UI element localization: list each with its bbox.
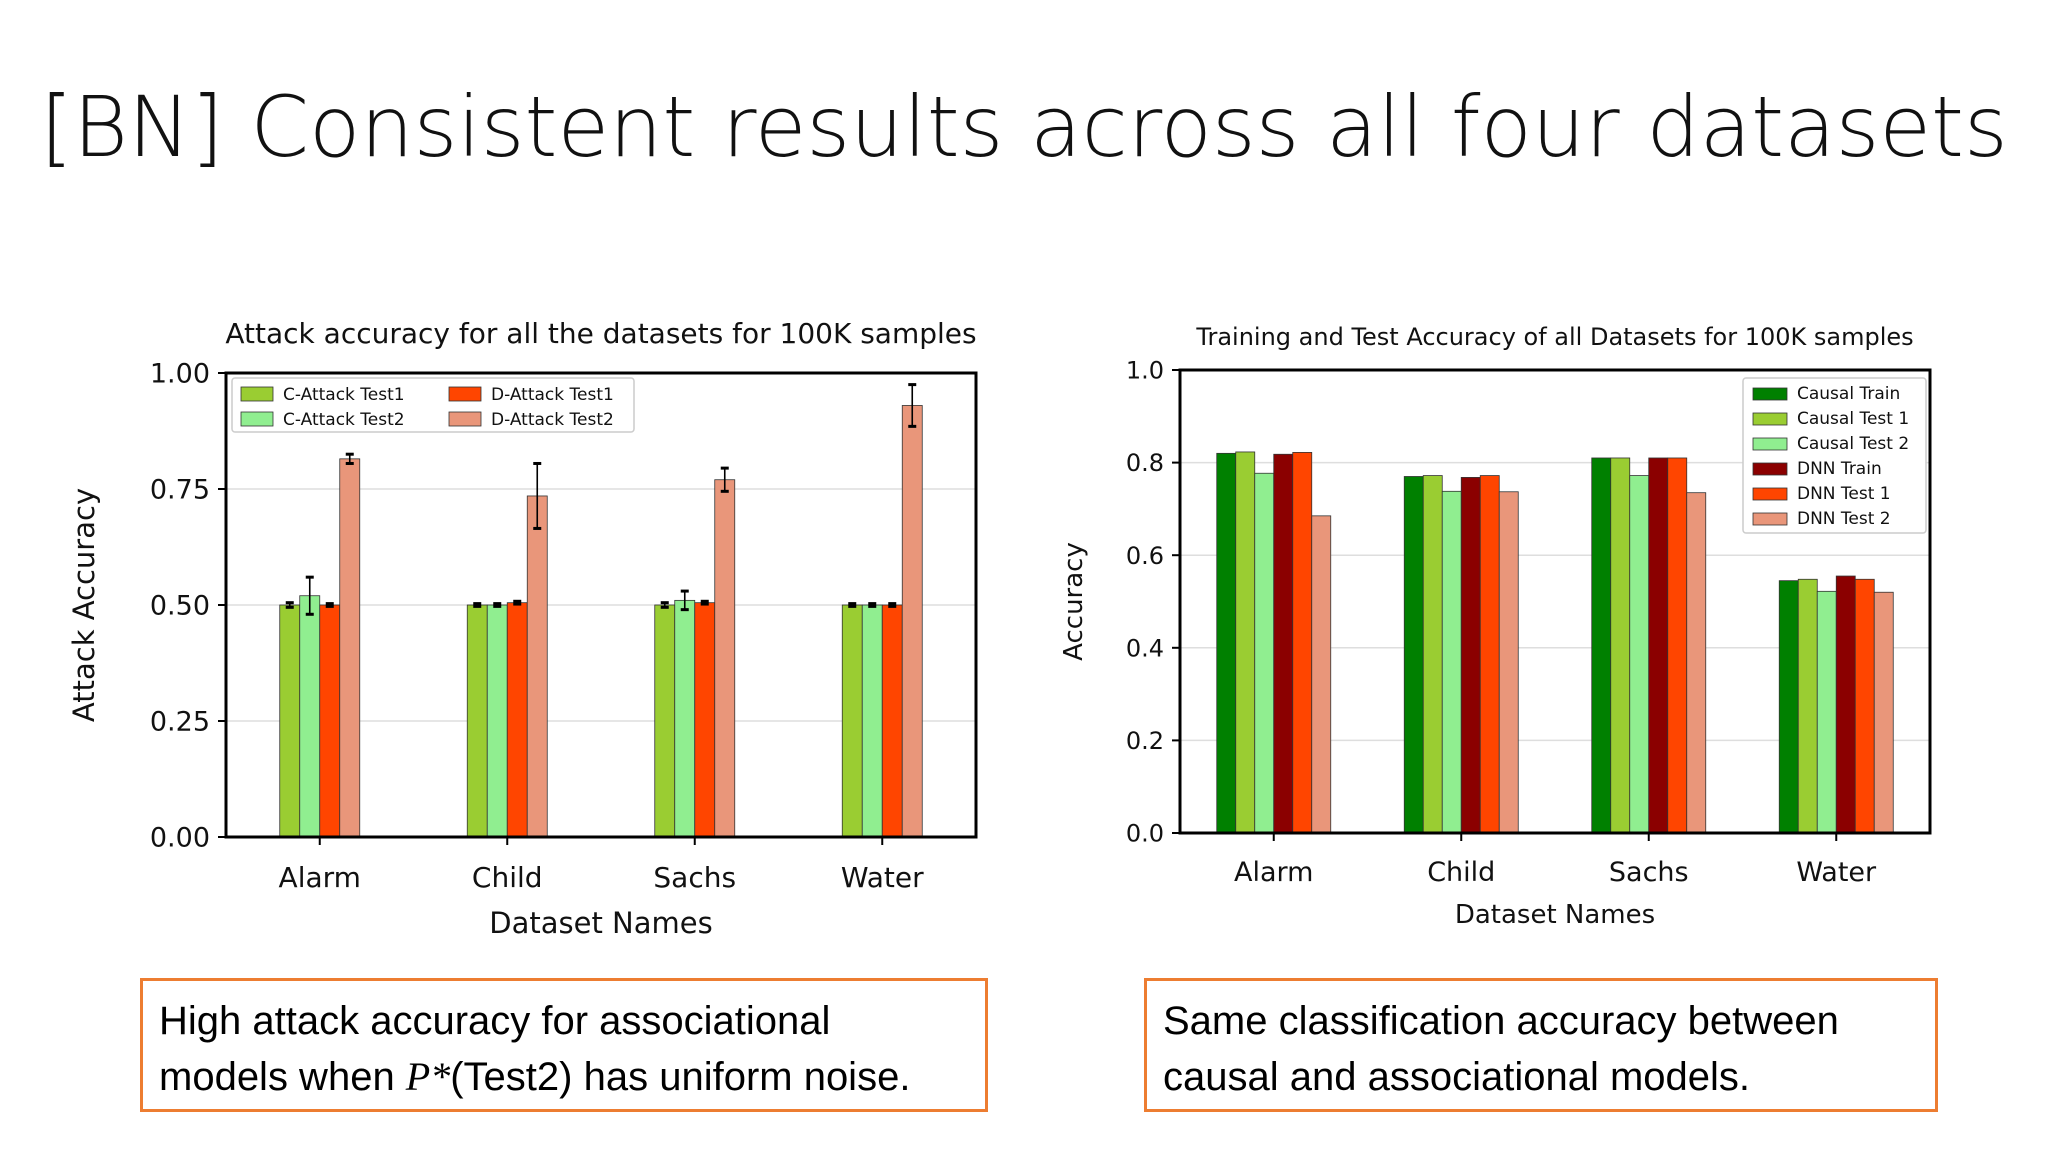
y-axis-label: Attack Accuracy	[67, 488, 101, 722]
x-axis-label: Dataset Names	[489, 906, 712, 940]
x-tick-label: Child	[1427, 857, 1495, 888]
legend-label: Causal Test 2	[1797, 434, 1909, 454]
legend-label: D-Attack Test2	[491, 410, 614, 430]
x-tick-label: Child	[472, 861, 543, 894]
bar	[1797, 578, 1818, 834]
legend-swatch	[1752, 412, 1788, 426]
legend-box	[1742, 377, 1927, 534]
legend-label: DNN Test 1	[1797, 484, 1891, 504]
bar	[1254, 472, 1275, 834]
bar	[1273, 453, 1294, 834]
x-tick-label: Sachs	[653, 861, 736, 894]
legend-swatch	[240, 386, 274, 402]
legend-box	[231, 377, 635, 433]
y-tick-label: 0.6	[1126, 542, 1164, 570]
y-tick-label: 0.0	[1126, 820, 1164, 848]
legend-swatch	[1752, 462, 1788, 476]
y-tick-label: 0.50	[150, 591, 210, 622]
bar	[1667, 457, 1688, 834]
bar	[694, 602, 716, 838]
chart-title: Attack accuracy for all the datasets for…	[225, 317, 976, 350]
bar	[861, 604, 883, 838]
legend-label: DNN Test 2	[1797, 509, 1891, 529]
legend-swatch	[1752, 387, 1788, 401]
bar	[1816, 590, 1837, 834]
y-tick-label: 0.75	[150, 475, 210, 506]
train-test-accuracy-chart: Training and Test Accuracy of all Datase…	[1060, 323, 1932, 930]
bar	[1441, 490, 1462, 834]
bar	[1403, 476, 1424, 834]
attack-accuracy-chart: Attack accuracy for all the datasets for…	[67, 317, 978, 940]
bar	[1479, 475, 1500, 834]
bar	[1835, 575, 1856, 834]
caption-right-text: Same classification accuracy between cau…	[1163, 999, 1839, 1099]
legend-label: Causal Train	[1797, 384, 1900, 404]
bar	[901, 405, 923, 838]
legend-swatch	[1752, 512, 1788, 526]
bar	[1235, 451, 1256, 834]
bar	[1591, 457, 1612, 834]
caption-left-text-2: (Test2) has uniform noise.	[450, 1055, 911, 1099]
x-tick-label: Water	[841, 861, 924, 894]
y-tick-label: 0.8	[1126, 449, 1164, 477]
bar	[881, 604, 903, 838]
bar	[1311, 515, 1332, 834]
bar	[339, 458, 361, 838]
bar	[654, 604, 676, 838]
y-tick-label: 0.4	[1126, 634, 1164, 662]
y-tick-label: 0.00	[150, 823, 210, 854]
x-tick-label: Alarm	[279, 861, 361, 894]
bar	[674, 599, 696, 838]
bar	[1460, 477, 1481, 834]
bar	[1686, 492, 1707, 834]
bar	[1422, 475, 1443, 834]
caption-left-pstar: P*	[405, 1054, 451, 1099]
slide-title: [BN] Consistent results across all four …	[40, 78, 2008, 176]
y-tick-label: 1.0	[1126, 357, 1164, 385]
caption-right: Same classification accuracy between cau…	[1144, 978, 1938, 1112]
x-tick-label: Alarm	[1234, 857, 1313, 888]
chart-title: Training and Test Accuracy of all Datase…	[1195, 323, 1913, 351]
bar	[279, 604, 301, 838]
bar	[319, 604, 341, 838]
bar	[486, 604, 508, 838]
y-tick-label: 0.25	[150, 707, 210, 738]
y-axis-label: Accuracy	[1060, 542, 1089, 661]
bar	[526, 495, 548, 838]
bar	[1216, 452, 1237, 834]
y-tick-label: 1.00	[150, 359, 210, 390]
bar	[1610, 457, 1631, 834]
bar	[1873, 591, 1894, 834]
legend-swatch	[1752, 487, 1788, 501]
bar	[506, 602, 528, 838]
bar	[1648, 457, 1669, 834]
bar	[841, 604, 863, 838]
bar	[1778, 580, 1799, 834]
plot-frame	[224, 371, 978, 839]
y-tick-label: 0.2	[1126, 727, 1164, 755]
bar	[466, 604, 488, 838]
legend-label: C-Attack Test2	[283, 410, 405, 430]
bar	[1498, 491, 1519, 834]
legend-label: Causal Test 1	[1797, 409, 1909, 429]
legend-label: D-Attack Test1	[491, 385, 614, 405]
legend-label: C-Attack Test1	[283, 385, 405, 405]
caption-left-text-1: High attack accuracy for associational m…	[159, 999, 831, 1099]
bar	[299, 595, 321, 838]
plot-frame	[1178, 368, 1932, 835]
bar	[714, 479, 736, 838]
x-axis-label: Dataset Names	[1455, 900, 1655, 930]
x-tick-label: Sachs	[1609, 857, 1689, 888]
bar	[1629, 475, 1650, 834]
legend-label: DNN Train	[1797, 459, 1882, 479]
x-tick-label: Water	[1796, 857, 1877, 888]
legend-swatch	[240, 411, 274, 427]
legend-swatch	[448, 411, 482, 427]
legend-swatch	[448, 386, 482, 402]
legend-swatch	[1752, 437, 1788, 451]
caption-left: High attack accuracy for associational m…	[140, 978, 988, 1112]
bar	[1292, 452, 1313, 834]
bar	[1854, 578, 1875, 834]
